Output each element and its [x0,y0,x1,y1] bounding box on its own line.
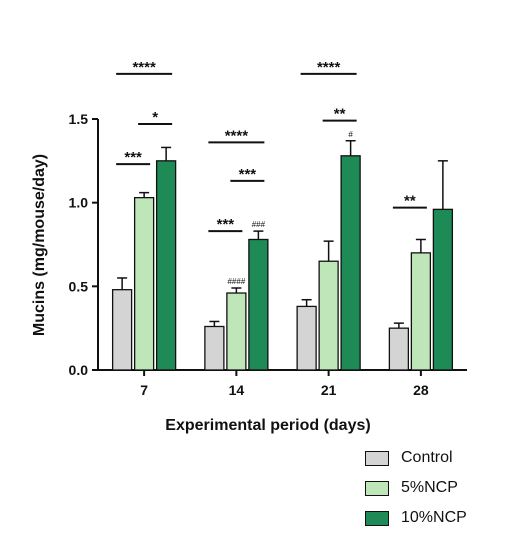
legend-label-control: Control [401,449,453,466]
x-axis-label: Experimental period (days) [165,417,370,434]
x-tick-label: 28 [413,382,429,398]
legend-item-5ncp: 5%NCP [365,478,467,498]
bar [296,305,317,371]
y-tick-label: 1.0 [69,195,89,211]
bar [111,289,133,371]
y-axis-label: Mucins (mg/mouse/day) [31,154,48,336]
bar [204,325,225,371]
x-tick-label: 14 [229,382,245,398]
hash-annotation: # [348,130,353,139]
x-tick-label: 7 [140,382,148,398]
x-tick-label: 21 [321,382,337,398]
y-tick-label: 0.5 [69,278,89,294]
significance-stars: **** [317,59,341,76]
bar [340,155,361,371]
bar [155,160,177,371]
bars-layer [111,140,454,371]
significance-stars: ** [334,106,346,123]
significance-stars: *** [124,149,142,166]
bar [388,327,410,371]
significance-stars: *** [239,166,257,183]
legend-label-10ncp: 10%NCP [401,509,467,526]
legend-swatch-5ncp [365,480,389,496]
bar [410,252,432,371]
significance-stars: **** [225,127,249,144]
bar [432,208,454,371]
y-tick-label: 0.0 [69,362,89,378]
hash-annotation: ### [252,220,266,229]
bar [248,238,269,371]
significance-stars: ** [404,193,416,210]
significance-stars: *** [217,216,235,233]
significance-layer: ########************************** [116,59,427,286]
legend: Control 5%NCP 10%NCP [365,448,467,538]
hash-annotation: #### [227,277,245,286]
legend-swatch-control [365,450,389,466]
bar [318,260,339,371]
significance-stars: * [152,109,158,126]
legend-item-10ncp: 10%NCP [365,508,467,528]
legend-swatch-10ncp [365,510,389,526]
legend-item-control: Control [365,448,467,468]
bar [133,196,155,371]
legend-label-5ncp: 5%NCP [401,479,458,496]
y-tick-label: 1.5 [69,111,89,127]
bar [226,292,247,371]
significance-stars: **** [132,59,156,76]
